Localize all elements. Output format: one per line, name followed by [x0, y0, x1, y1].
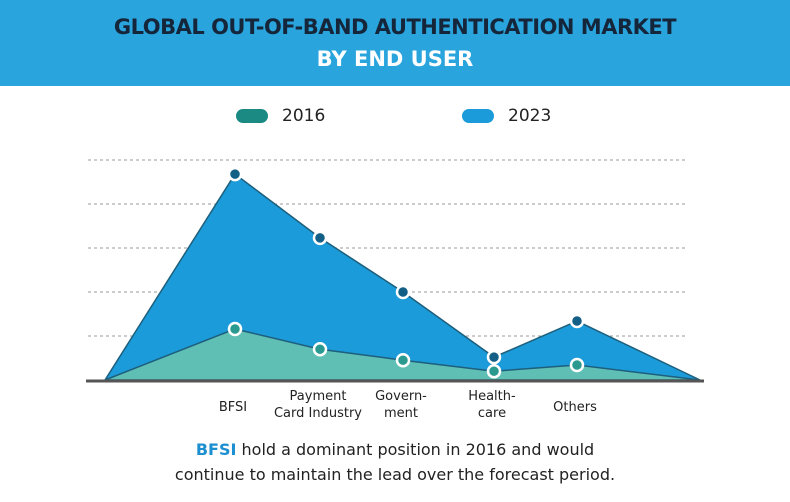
caption-highlight: BFSI — [195, 440, 237, 459]
legend-item-2023: 2023 — [462, 106, 551, 126]
legend-swatch-2023 — [462, 109, 494, 123]
chart-title-line2: BY END USER — [316, 47, 474, 71]
title-banner: GLOBAL OUT-OF-BAND AUTHENTICATION MARKET… — [0, 0, 790, 86]
area-2016 — [104, 328, 701, 381]
point-2016-4 — [569, 357, 585, 373]
legend-label-2016: 2016 — [282, 106, 326, 126]
chart-title-line1: GLOBAL OUT-OF-BAND AUTHENTICATION MARKET — [113, 15, 677, 39]
point-2023-0 — [227, 166, 243, 182]
x-tick-label: Payment Card Industry — [274, 389, 362, 421]
x-tick-label: Health-care — [468, 389, 516, 421]
point-2016-3 — [486, 363, 502, 379]
legend-item-2016: 2016 — [236, 106, 325, 126]
legend-swatch-2016 — [236, 109, 268, 123]
caption: BFSI hold a dominant position in 2016 an… — [0, 437, 790, 487]
point-2016-2 — [395, 352, 411, 368]
point-2023-4 — [569, 313, 585, 329]
area-chart: BFSI Payment Card Industry Govern-ment Healt… — [86, 159, 704, 421]
x-tick-label: BFSI — [219, 400, 247, 415]
x-tick-label: Others — [553, 400, 597, 415]
caption-text: hold a dominant position in 2016 and wou… — [174, 440, 616, 484]
legend-label-2023: 2023 — [508, 106, 552, 126]
area-2023 — [103, 172, 701, 381]
point-2023-2 — [395, 284, 411, 300]
point-2016-1 — [312, 341, 328, 357]
point-2023-1 — [312, 230, 328, 246]
point-2016-0 — [227, 321, 243, 337]
x-tick-label: Govern-ment — [375, 389, 427, 421]
point-2023-3 — [486, 349, 502, 365]
